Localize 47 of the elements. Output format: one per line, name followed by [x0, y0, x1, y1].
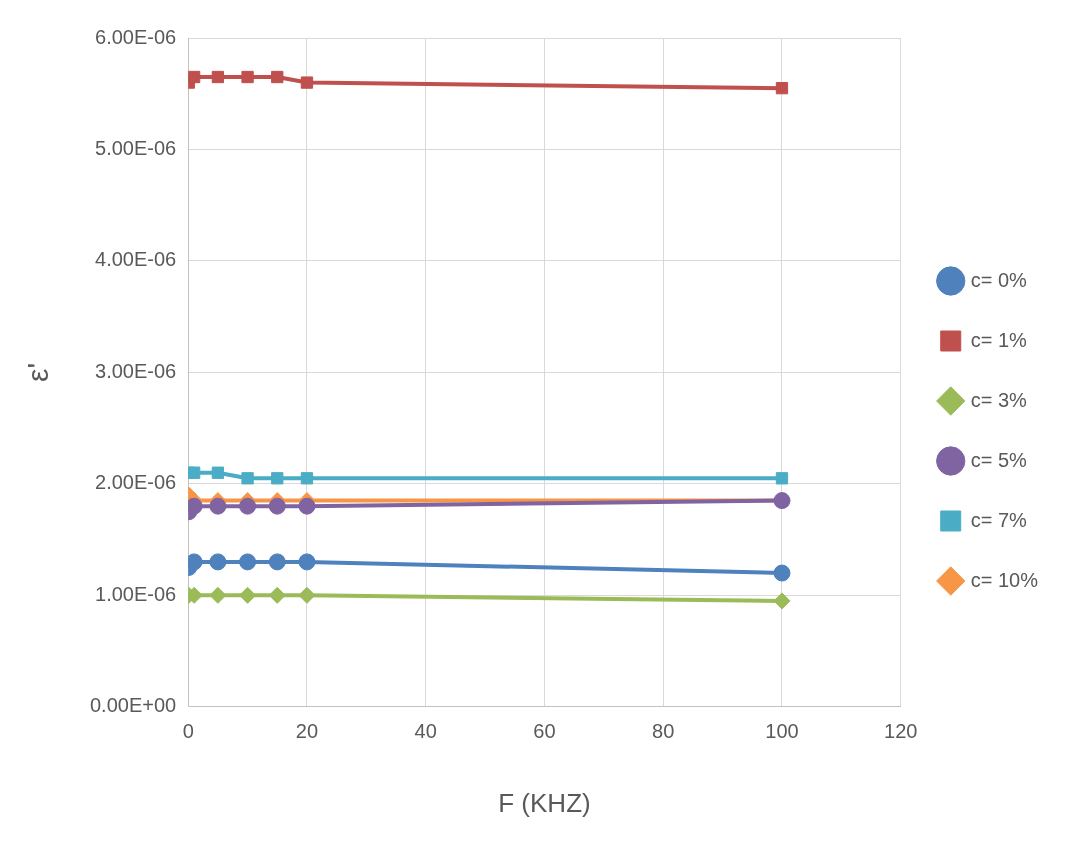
legend-label: c= 5% [970, 448, 1028, 471]
y-tick-label: 3.00E-06 [95, 359, 177, 382]
x-tick-label: 120 [884, 720, 918, 743]
y-tick-label: 4.00E-06 [95, 248, 177, 271]
legend-label: c= 0% [970, 268, 1028, 291]
x-tick-label: 60 [533, 720, 556, 743]
point [773, 564, 791, 582]
point [241, 472, 254, 485]
x-tick-label: 20 [295, 720, 319, 743]
point [775, 82, 789, 95]
point [239, 553, 257, 571]
legend-label: c= 3% [970, 388, 1028, 411]
y-tick-label: 2.00E-06 [95, 471, 177, 494]
point [209, 497, 227, 515]
legend-label: c= 7% [970, 508, 1028, 531]
y-tick-label: 6.00E-06 [95, 25, 177, 48]
point [239, 586, 257, 604]
x-axis-title: F (KHZ) [498, 787, 591, 818]
point [300, 472, 314, 485]
legend-label: c= 10% [970, 568, 1039, 591]
point [268, 497, 286, 515]
y-tick-label: 5.00E-06 [95, 136, 177, 159]
x-tick-label: 0 [182, 720, 194, 743]
y-axis-title: ε' [21, 362, 55, 382]
y-tick-label: 1.00E-06 [95, 582, 177, 605]
point [271, 70, 284, 84]
point [300, 76, 314, 89]
x-tick-label: 40 [414, 720, 437, 743]
point [298, 586, 316, 604]
x-tick-label: 80 [652, 720, 675, 743]
legend-label: c= 1% [970, 328, 1028, 351]
point [298, 553, 316, 571]
point [241, 70, 254, 84]
point [211, 70, 225, 84]
point [775, 472, 789, 485]
point [209, 553, 227, 571]
y-tick-label: 0.00E+00 [89, 694, 177, 717]
point [211, 466, 225, 479]
point [271, 472, 284, 485]
x-tick-label: 100 [765, 720, 799, 743]
point [209, 586, 227, 604]
point [298, 497, 316, 515]
point [268, 553, 286, 571]
point [268, 586, 286, 604]
point [239, 497, 257, 515]
point [188, 466, 201, 479]
point [773, 592, 791, 610]
